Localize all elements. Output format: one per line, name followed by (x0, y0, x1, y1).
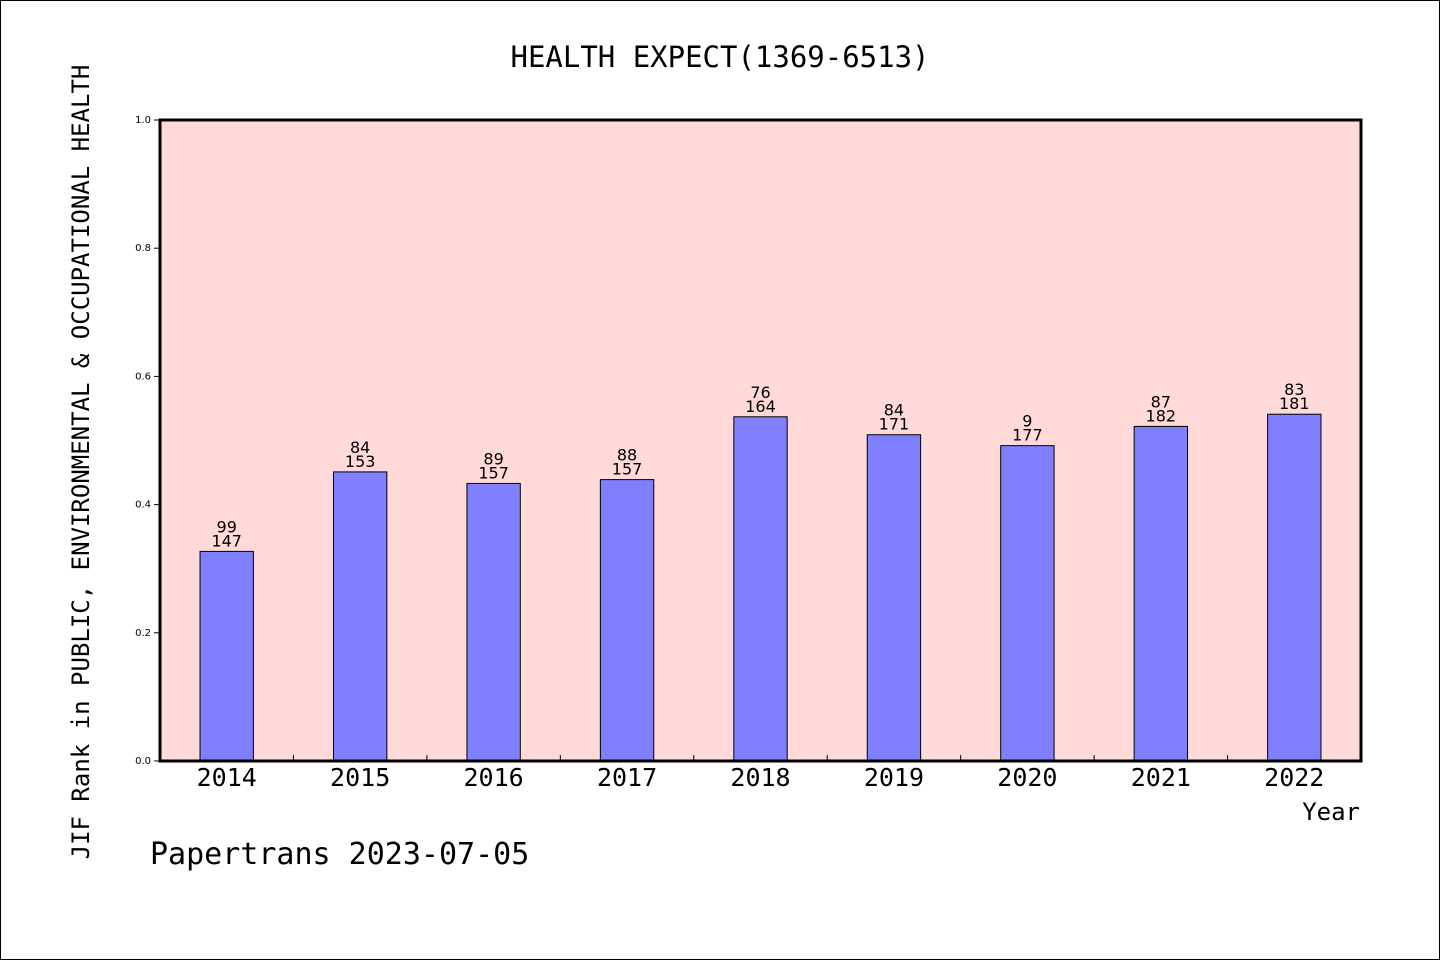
bar-total-label: 177 (1012, 426, 1043, 445)
bar-total-label: 181 (1279, 394, 1310, 413)
x-tick-label: 2019 (864, 763, 924, 792)
bar-rank-label: 9 (1022, 412, 1032, 431)
bar-rank-label: 89 (483, 449, 503, 468)
bar-total-label: 171 (879, 415, 910, 434)
bar-rank-label: 88 (617, 446, 637, 465)
bar-2019 (866, 434, 922, 762)
x-tick-label: 2022 (1264, 763, 1324, 792)
bar-total-label: 182 (1146, 406, 1177, 425)
x-axis: 2014 2015 2016 2017 2018 2019 2020 2021 2022 (197, 755, 1324, 792)
bar-2015 (332, 471, 388, 762)
y-tick-label: 0.0 (135, 756, 151, 767)
bar-rank-label: 99 (217, 517, 237, 536)
bar-2022 (1267, 413, 1322, 762)
bar-2017 (599, 479, 655, 762)
footer-credit: Papertrans 2023-07-05 (150, 837, 529, 872)
x-tick-label: 2016 (464, 763, 524, 792)
bar-total-label: 153 (345, 452, 376, 471)
bar-total-label: 157 (478, 463, 509, 482)
bar-2020 (1000, 445, 1055, 762)
x-tick-label: 2021 (1131, 763, 1191, 792)
x-tick-label: 2015 (330, 763, 390, 792)
bar-rank-label: 87 (1151, 392, 1171, 411)
bar-2016 (466, 482, 521, 762)
bar-rank-label: 84 (884, 401, 904, 420)
x-tick-label: 2017 (597, 763, 657, 792)
x-tick-label: 2020 (997, 763, 1057, 792)
y-tick-label: 0.8 (135, 243, 151, 254)
bar-rank-label: 84 (350, 438, 370, 457)
y-axis-label: JIF Rank in PUBLIC, ENVIRONMENTAL & OCCU… (67, 65, 95, 860)
bar-total-label: 164 (745, 397, 776, 416)
y-tick-label: 1.0 (135, 115, 151, 126)
y-tick-label: 0.4 (135, 500, 151, 511)
bar-2014 (199, 550, 254, 762)
bar-total-label: 147 (211, 531, 242, 550)
bar-2018 (733, 416, 788, 762)
y-tick-label: 0.2 (135, 628, 151, 639)
plot-frame (158, 118, 1363, 763)
bar-rank-label: 76 (750, 383, 770, 402)
chart-title: HEALTH EXPECT(1369-6513) (510, 40, 929, 74)
x-axis-label: Year (1302, 798, 1360, 826)
bar-rank-label: 83 (1284, 380, 1304, 399)
x-tick-label: 2018 (730, 763, 790, 792)
bar-total-label: 157 (612, 460, 643, 479)
bar-2021 (1133, 425, 1189, 762)
y-tick-label: 0.6 (135, 371, 151, 382)
x-tick-label: 2014 (197, 763, 257, 792)
bars (199, 413, 1322, 762)
